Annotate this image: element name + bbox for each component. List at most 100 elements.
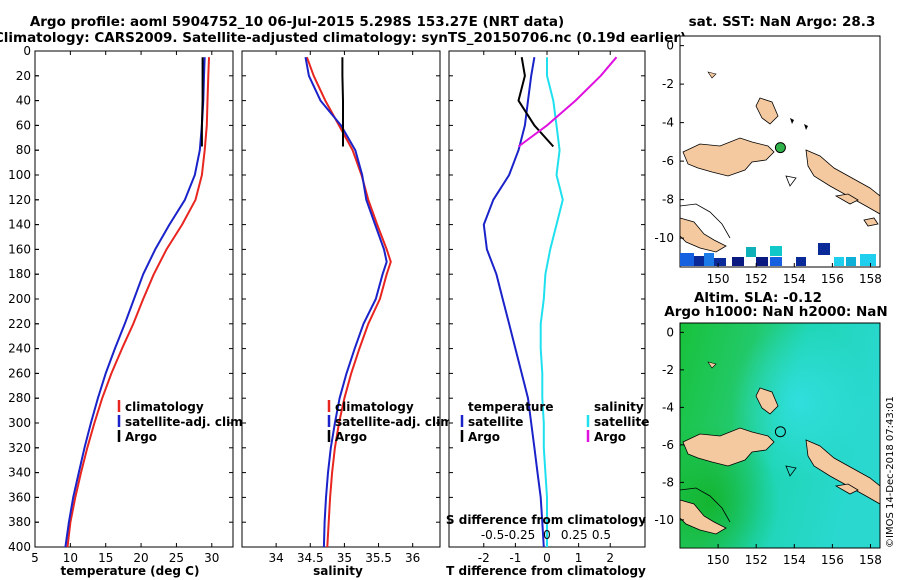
depth-tick-label: 200 — [8, 292, 31, 306]
legend-argo-label: Argo — [125, 430, 157, 444]
temperature-x-tick-label: 20 — [133, 551, 148, 565]
sst-y-tick-label: -4 — [662, 116, 674, 130]
difference-series-s-satellite — [539, 57, 564, 547]
salinity-xlabel: salinity — [313, 564, 363, 578]
difference-lines — [482, 56, 618, 548]
temperature-legend: climatology satellite-adj. clim. Argo — [117, 400, 247, 444]
sst-map-x-axis: 150 152 154 156 158 — [707, 263, 882, 286]
copyright-stamp: ©IMOS 14-Dec-2018 07:43:01 — [885, 396, 896, 548]
temperature-xlabel: temperature (deg C) — [61, 564, 200, 578]
legend-satellite-label: satellite-adj. clim. — [335, 415, 457, 429]
sst-y-tick-label: -8 — [662, 193, 674, 207]
temperature-x-axis: 5 10 15 20 25 30 — [31, 50, 233, 565]
sst-map-panel: sat. SST: NaN Argo: 28.3 — [654, 14, 882, 286]
sla-y-tick-label: -2 — [662, 363, 674, 377]
legend-s-satellite-label: satellite — [594, 415, 649, 429]
difference-xlabel: T difference from climatology — [446, 564, 646, 578]
sst-y-tick-label: -6 — [662, 154, 674, 168]
salinity-series-climatology — [305, 56, 392, 548]
depth-tick-label: 320 — [8, 441, 31, 455]
salinity-diff-tick-label: 0.5 — [592, 528, 611, 542]
depth-tick-label: 340 — [8, 466, 31, 480]
salinity-diff-tick-label: 0 — [543, 528, 551, 542]
sla-argo-marker — [774, 426, 786, 438]
temperature-x-tick-label: 15 — [98, 551, 113, 565]
depth-tick-label: 380 — [8, 515, 31, 529]
legend-argo-label: Argo — [335, 430, 367, 444]
sla-y-tick-label: 0 — [666, 325, 674, 339]
sla-map-subtitle: Argo h1000: NaN h2000: NaN — [664, 304, 887, 320]
temperature-lines — [64, 57, 210, 548]
depth-tick-label: 160 — [8, 242, 31, 256]
salinity-x-tick-label: 34.5 — [297, 551, 324, 565]
salinity-diff-tick-label: -0.5 — [481, 528, 504, 542]
depth-tick-label: 60 — [16, 118, 31, 132]
legend-climatology-label: climatology — [125, 400, 204, 414]
sst-x-tick-label: 158 — [859, 272, 882, 286]
sla-map-y-axis: 0 -2 -4 -6 -8 -10 — [654, 325, 684, 527]
salinity-x-tick-label: 36 — [405, 551, 420, 565]
sla-x-tick-label: 156 — [821, 553, 844, 567]
depth-tick-label: 0 — [23, 44, 31, 58]
salinity-x-axis: 34 34.5 35 35.5 36 — [242, 50, 440, 565]
difference-series-t-argo — [517, 57, 555, 148]
sst-y-tick-label: -10 — [654, 231, 674, 245]
sla-y-tick-label: -10 — [654, 513, 674, 527]
depth-tick-label: 360 — [8, 490, 31, 504]
salinity-diff-tick-label: -0.25 — [504, 528, 535, 542]
legend-salinity-title: salinity — [594, 400, 644, 414]
legend-s-argo-label: Argo — [594, 430, 626, 444]
salinity-panel: 34 34.5 35 35.5 36 salinity climatology sate… — [241, 50, 457, 578]
sst-data-pixels — [680, 243, 876, 266]
depth-tick-label: 100 — [8, 168, 31, 182]
sla-y-tick-label: -8 — [662, 475, 674, 489]
depth-tick-label: 280 — [8, 391, 31, 405]
figure-title-line2: Climatology: CARS2009. Satellite-adjuste… — [0, 30, 686, 46]
sla-x-tick-label: 158 — [859, 553, 882, 567]
temperature-depth-axis: 0 20 40 60 80 100 120 140 160 180 200 220 240 260 280 3… — [8, 44, 39, 554]
legend-temperature-title: temperature — [468, 400, 553, 414]
sst-land — [679, 71, 881, 253]
sst-x-tick-label: 152 — [745, 272, 768, 286]
sla-argo-position — [774, 426, 786, 438]
sst-map-title: sat. SST: NaN Argo: 28.3 — [689, 14, 876, 30]
sst-map-y-axis: 0 -2 -4 -6 -8 -10 — [654, 39, 684, 245]
salinity-x-tick-label: 35 — [337, 551, 352, 565]
depth-tick-label: 140 — [8, 218, 31, 232]
sla-land — [679, 361, 881, 535]
depth-tick-label: 220 — [8, 317, 31, 331]
difference-series-t-satellite — [482, 57, 545, 548]
temperature-x-tick-label: 5 — [31, 551, 39, 565]
sla-map-x-axis: 150 152 154 156 158 — [707, 544, 882, 567]
depth-tick-label: 120 — [8, 193, 31, 207]
salinity-x-tick-label: 34 — [268, 551, 283, 565]
sst-y-tick-label: 0 — [666, 39, 674, 53]
sst-argo-marker — [774, 142, 786, 154]
salinity-series-argo — [341, 57, 344, 147]
difference-x-tick-label: 0 — [543, 551, 551, 565]
difference-x-tick-label: -2 — [478, 551, 490, 565]
temperature-x-tick-label: 25 — [169, 551, 184, 565]
salinity-plot-frame — [241, 50, 441, 548]
difference-panel: -2 -1 0 1 2 T difference from climatology S … — [446, 50, 649, 578]
sla-x-tick-label: 152 — [745, 553, 768, 567]
sla-x-tick-label: 154 — [783, 553, 806, 567]
difference-series-s-argo — [517, 56, 618, 148]
depth-tick-label: 40 — [16, 94, 31, 108]
depth-tick-label: 240 — [8, 342, 31, 356]
sla-y-tick-label: -6 — [662, 438, 674, 452]
salinity-diff-tick-label: 0.25 — [561, 528, 588, 542]
temperature-panel: 0 20 40 60 80 100 120 140 160 180 200 220 240 260 280 3… — [8, 44, 247, 578]
sst-x-tick-label: 150 — [707, 272, 730, 286]
difference-x-tick-label: 1 — [575, 551, 583, 565]
salinity-series-satellite-adj-clim- — [304, 57, 388, 548]
sla-x-tick-label: 150 — [707, 553, 730, 567]
sla-y-tick-label: -4 — [662, 400, 674, 414]
depth-tick-label: 20 — [16, 69, 31, 83]
difference-x-tick-label: -1 — [509, 551, 521, 565]
sla-map-panel: Altim. SLA: -0.12 Argo h1000: NaN h2000:… — [654, 290, 887, 567]
salinity-lines — [304, 56, 392, 548]
legend-climatology-label: climatology — [335, 400, 414, 414]
legend-t-satellite-label: satellite — [468, 415, 523, 429]
